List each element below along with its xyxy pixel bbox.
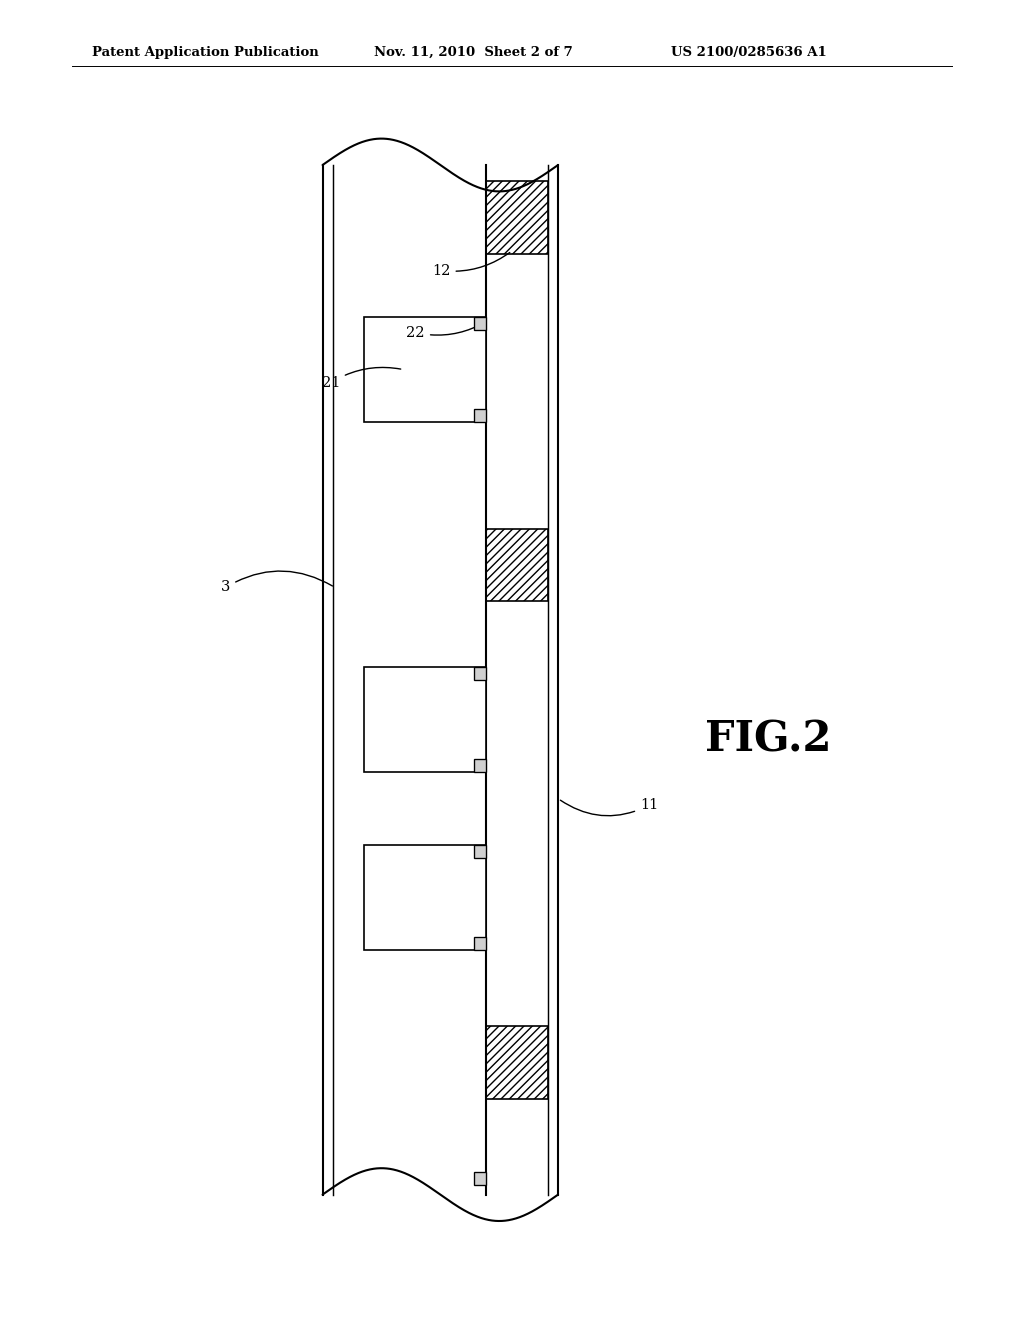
Bar [474,1172,486,1185]
Bar [474,759,486,772]
Text: Patent Application Publication: Patent Application Publication [92,46,318,59]
Text: Nov. 11, 2010  Sheet 2 of 7: Nov. 11, 2010 Sheet 2 of 7 [374,46,572,59]
Text: 11: 11 [560,799,658,816]
Bar [474,317,486,330]
Bar [474,845,486,858]
Bar [486,1027,548,1098]
Bar [474,937,486,950]
Text: US 2100/0285636 A1: US 2100/0285636 A1 [671,46,826,59]
Bar [474,667,486,680]
Bar [364,667,486,772]
Text: 12: 12 [432,252,510,277]
Bar [474,409,486,422]
Text: 3: 3 [221,572,333,594]
Bar [364,317,486,422]
Text: FIG.2: FIG.2 [705,718,831,760]
Text: 21: 21 [322,367,400,389]
Bar [364,845,486,950]
Bar [486,528,548,602]
Text: 22: 22 [407,322,485,339]
Bar [486,181,548,253]
